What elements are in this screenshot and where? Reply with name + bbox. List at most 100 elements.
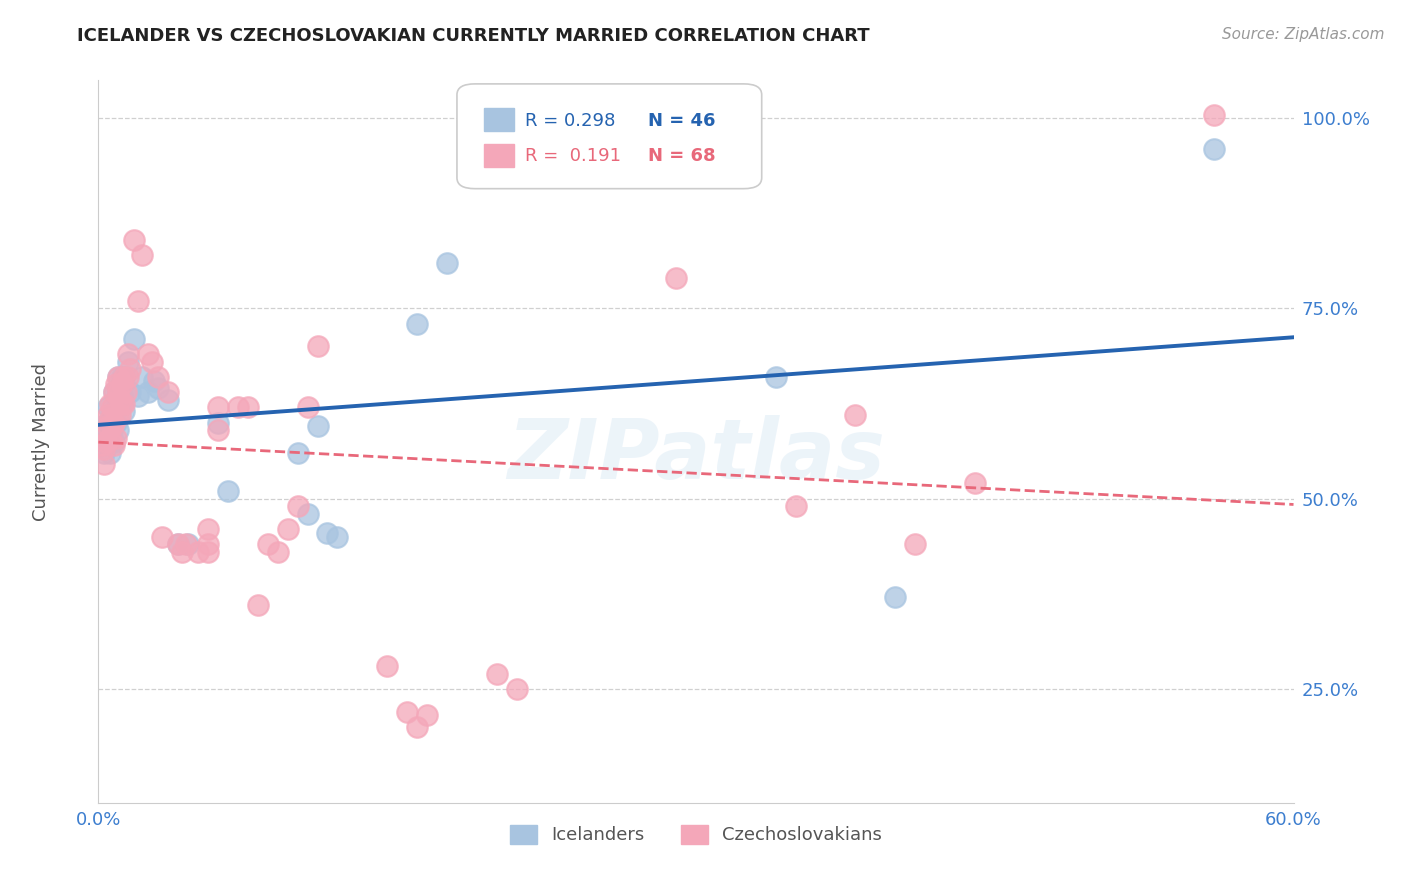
Point [1202,107,1225,121]
Point [207,416,229,430]
Point [207,401,229,415]
Point [131,248,153,262]
Point [110,396,132,410]
Y-axis label: Currently Married: Currently Married [32,362,49,521]
Point [107,370,129,384]
Point [187,545,209,559]
Point [506,681,529,696]
Text: N = 68: N = 68 [648,147,716,165]
Point [197,545,219,559]
Point [112,370,135,384]
Point [98,423,122,437]
Point [127,389,149,403]
Point [226,401,249,415]
Point [115,385,138,400]
Point [246,598,269,612]
Point [107,370,129,384]
Point [103,434,125,449]
Point [110,385,132,400]
Point [117,347,139,361]
Point [98,446,122,460]
Point [105,416,128,430]
Point [436,256,458,270]
Point [96,434,118,449]
Point [406,317,429,331]
Point [172,545,194,559]
Point [157,385,180,400]
Text: R = 0.298: R = 0.298 [524,112,616,130]
Point [143,374,166,388]
Point [103,416,125,430]
Point [375,659,398,673]
Point [396,705,419,719]
Point [150,530,173,544]
Point [277,522,299,536]
Point [197,537,219,551]
Point [267,545,290,559]
Point [120,385,142,400]
Point [406,720,429,734]
Point [112,396,135,410]
Point [120,362,142,376]
Point [127,293,149,308]
Point [287,446,309,460]
Point [665,271,688,285]
Point [97,419,120,434]
Point [316,525,339,540]
Point [148,381,170,395]
Legend: Icelanders, Czechoslovakians: Icelanders, Czechoslovakians [502,818,890,852]
Point [101,423,124,437]
Point [110,408,132,422]
Point [174,537,197,551]
Point [93,458,115,472]
Point [416,708,439,723]
Point [93,446,115,460]
Point [110,392,132,407]
Point [124,332,146,346]
Point [124,233,146,247]
Point [131,370,153,384]
Point [297,401,319,415]
Point [105,401,128,415]
Point [103,385,125,400]
Point [236,401,259,415]
Point [217,483,239,498]
Point [148,370,170,384]
Point [98,434,122,449]
Point [97,416,120,430]
Point [136,385,159,400]
Text: ICELANDER VS CZECHOSLOVAKIAN CURRENTLY MARRIED CORRELATION CHART: ICELANDER VS CZECHOSLOVAKIAN CURRENTLY M… [77,27,870,45]
Point [117,354,139,368]
Point [93,442,115,457]
Point [111,396,134,410]
Point [485,666,508,681]
Text: N = 46: N = 46 [648,112,716,130]
Point [103,438,125,452]
Point [297,507,319,521]
Point [844,408,866,422]
Bar [485,144,515,167]
Point [111,377,134,392]
Point [1202,142,1225,156]
Point [101,401,124,415]
FancyBboxPatch shape [457,84,762,189]
Point [141,354,163,368]
Point [287,499,309,513]
Point [904,537,927,551]
Point [107,385,129,400]
Point [105,377,128,392]
Point [963,476,986,491]
Point [177,537,200,551]
Point [107,385,129,400]
Point [96,423,118,437]
Point [97,401,120,415]
Point [256,537,278,551]
Point [157,392,180,407]
Point [91,438,114,452]
Point [197,522,219,536]
Bar [485,108,515,131]
Point [307,339,329,353]
Point [107,423,129,437]
Point [307,419,329,434]
Point [112,404,135,418]
